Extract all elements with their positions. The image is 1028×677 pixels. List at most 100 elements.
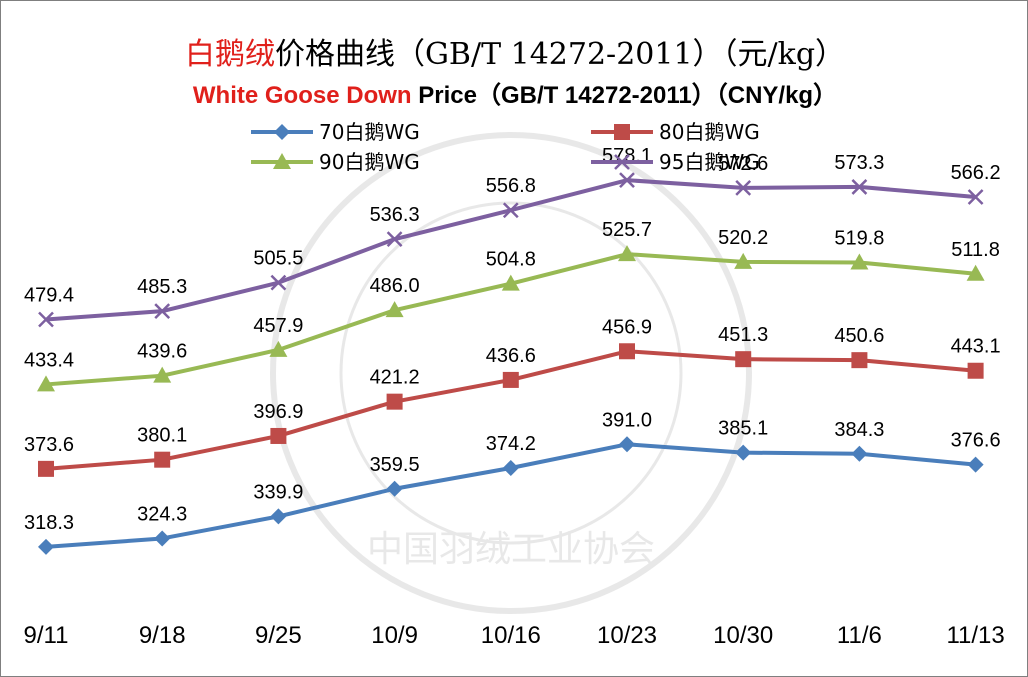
series-4 xyxy=(38,172,984,328)
series-3 xyxy=(37,245,985,392)
data-label: 359.5 xyxy=(370,454,420,476)
data-label: 376.6 xyxy=(951,430,1001,452)
data-label: 566.2 xyxy=(951,162,1001,184)
data-label: 572.6 xyxy=(718,153,768,175)
legend-label: 80白鹅WG xyxy=(659,120,760,144)
data-point xyxy=(966,264,985,281)
data-label: 525.7 xyxy=(602,219,652,241)
data-point xyxy=(619,343,635,360)
title-cn-rest: 价格曲线（GB/T 14272-2011）（元/kg） xyxy=(274,37,846,72)
data-point xyxy=(270,508,287,525)
data-point xyxy=(154,530,171,547)
data-label: 505.5 xyxy=(253,248,303,270)
data-point xyxy=(38,311,54,328)
data-label: 519.8 xyxy=(834,227,884,249)
data-label: 556.8 xyxy=(486,175,536,197)
data-label: 450.6 xyxy=(834,325,884,347)
data-label: 536.3 xyxy=(370,204,420,226)
data-point xyxy=(967,189,984,205)
legend-label: 90白鹅WG xyxy=(319,150,420,174)
watermark-text: 中国羽绒工业协会 xyxy=(367,529,655,570)
data-label: 380.1 xyxy=(137,425,187,447)
chart-title: 白鹅绒价格曲线（GB/T 14272-2011）（元/kg） xyxy=(1,29,1028,73)
series-2 xyxy=(38,343,984,477)
data-label: 439.6 xyxy=(137,341,187,363)
data-label: 436.6 xyxy=(486,345,536,367)
title-cn-highlight: 白鹅绒 xyxy=(184,37,275,72)
legend-label: 70白鹅WG xyxy=(319,120,420,144)
data-point xyxy=(967,456,984,473)
data-point xyxy=(153,366,172,383)
data-point xyxy=(270,274,287,291)
legend-item: 90白鹅WG xyxy=(251,150,420,174)
legend-item: 95白鹅WG xyxy=(591,150,760,174)
data-point xyxy=(501,274,520,291)
data-point xyxy=(850,253,869,270)
title-en-highlight: White Goose Down xyxy=(192,82,412,109)
data-label: 456.9 xyxy=(602,316,652,338)
data-point xyxy=(37,375,55,392)
chart-subtitle: White Goose Down Price（GB/T 14272-2011）（… xyxy=(1,75,1028,110)
watermark-seal: 中国羽绒工业协会 xyxy=(270,132,752,614)
data-point xyxy=(851,179,868,195)
legend-marker xyxy=(274,124,290,140)
data-point xyxy=(967,362,984,379)
data-point xyxy=(851,445,868,462)
data-label: 457.9 xyxy=(253,315,303,337)
data-label: 421.2 xyxy=(370,367,420,389)
x-tick-label: 9/25 xyxy=(255,622,302,649)
data-point xyxy=(735,180,752,196)
data-point xyxy=(619,436,635,453)
x-tick-label: 11/6 xyxy=(837,622,882,649)
data-label: 339.9 xyxy=(253,481,303,503)
data-label: 479.4 xyxy=(24,284,74,306)
data-point xyxy=(734,252,753,269)
legend-marker xyxy=(614,124,630,140)
data-point xyxy=(618,245,636,262)
data-label: 573.3 xyxy=(834,152,884,174)
data-label: 443.1 xyxy=(951,336,1001,358)
x-tick-label: 9/11 xyxy=(24,622,69,649)
title-en-rest: Price（GB/T 14272-2011）（CNY/kg） xyxy=(411,82,838,109)
x-tick-label: 9/18 xyxy=(139,622,186,649)
data-label: 373.6 xyxy=(24,434,74,456)
data-label: 451.3 xyxy=(718,324,768,346)
data-labels-layer: 318.3 324.3 339.9 359.5 374.2 391.0 385.1 384.3… xyxy=(24,145,1001,534)
data-point xyxy=(269,340,288,357)
data-label: 396.9 xyxy=(253,401,303,423)
data-point xyxy=(385,301,404,318)
legend-marker xyxy=(614,154,630,170)
data-point xyxy=(38,460,54,477)
legend-item: 80白鹅WG xyxy=(591,120,760,144)
data-point xyxy=(502,371,519,388)
data-point xyxy=(154,451,171,468)
series-layer xyxy=(37,172,985,555)
data-label: 486.0 xyxy=(370,275,420,297)
data-label: 384.3 xyxy=(834,419,884,441)
data-point xyxy=(502,202,519,219)
data-label: 385.1 xyxy=(718,418,768,440)
data-label: 318.3 xyxy=(24,512,74,534)
data-label: 374.2 xyxy=(486,433,536,455)
x-tick-label: 10/30 xyxy=(713,622,773,649)
data-label: 520.2 xyxy=(718,227,768,249)
x-tick-label: 11/13 xyxy=(946,622,1004,649)
data-label: 511.8 xyxy=(951,239,1000,261)
data-point xyxy=(386,393,403,410)
data-point xyxy=(502,460,519,477)
data-point xyxy=(386,480,403,497)
data-label: 324.3 xyxy=(137,503,187,525)
legend: 70白鹅WG 80白鹅WG 90白鹅WG 95白鹅WG xyxy=(251,120,760,174)
legend-item: 70白鹅WG xyxy=(251,120,420,144)
data-label: 391.0 xyxy=(602,409,652,431)
x-tick-label: 10/16 xyxy=(481,622,541,649)
x-tick-label: 10/23 xyxy=(597,622,657,649)
legend-label: 95白鹅WG xyxy=(659,150,760,174)
data-label: 485.3 xyxy=(137,276,187,298)
data-label: 433.4 xyxy=(24,349,74,371)
data-point xyxy=(851,352,868,369)
data-point xyxy=(38,538,54,555)
data-point xyxy=(735,351,752,368)
